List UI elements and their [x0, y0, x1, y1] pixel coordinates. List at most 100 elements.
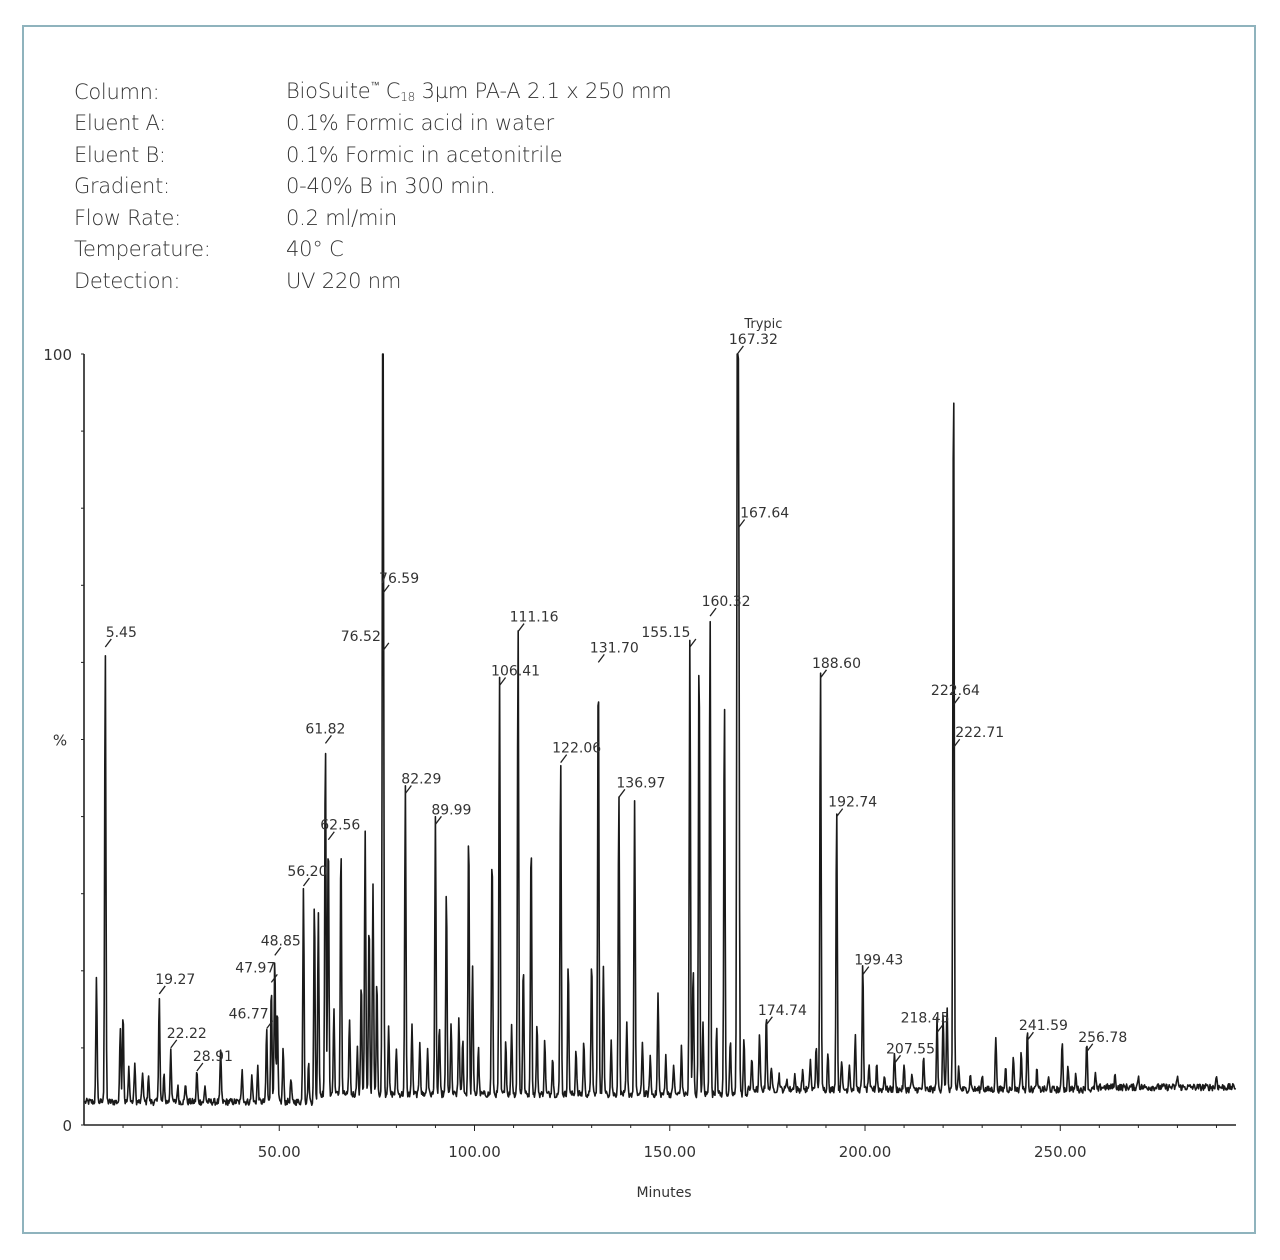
peak-label: 222.64	[931, 683, 980, 699]
peak-label: 48.85	[261, 933, 301, 949]
condition-value: BioSuite™ C18 3µm PA-A 2.1 x 250 mm	[286, 79, 672, 105]
condition-temperature: Temperature: 40° C	[74, 234, 671, 266]
x-tick-label: 100.00	[448, 1143, 501, 1161]
x-axis-label: Minutes	[636, 1185, 691, 1201]
peak-label: 241.59	[1019, 1018, 1068, 1034]
peak-label: 76.52	[341, 629, 381, 645]
column-phase-subscript: 18	[400, 90, 416, 105]
condition-label: Flow Rate:	[74, 205, 181, 230]
peak-label-leader	[382, 584, 390, 594]
peak-label-leader	[597, 654, 605, 663]
peak-label: 207.55	[886, 1041, 935, 1057]
y-tick-label: 100	[43, 346, 72, 364]
condition-value: 40° C	[286, 237, 344, 262]
condition-label: Eluent A:	[74, 111, 166, 136]
peak-label-leader	[765, 1016, 773, 1026]
x-tick-label: 150.00	[644, 1143, 697, 1161]
condition-detection: Detection: UV 220 nm	[74, 265, 671, 297]
peak-label-leader	[953, 738, 961, 748]
peak-label-leader	[302, 877, 310, 887]
peak-label: 167.32	[729, 332, 778, 348]
peak-label: 111.16	[510, 610, 559, 626]
peak-label-leader	[736, 345, 744, 355]
condition-value: 0.1% Formic in acetonitrile	[286, 142, 563, 167]
peak-label: 56.20	[287, 864, 327, 880]
peak-label-leader	[104, 638, 112, 648]
peak-label: 61.82	[305, 721, 345, 737]
peak-label: 218.45	[901, 1010, 950, 1026]
peak-label: 222.71	[955, 725, 1004, 741]
figure-frame	[22, 25, 1256, 1234]
peak-label-leader	[936, 1024, 944, 1033]
condition-label: Temperature:	[74, 237, 211, 262]
condition-value: UV 220 nm	[286, 268, 402, 293]
peak-label-leader	[819, 669, 828, 679]
peak-label: 167.64	[740, 505, 789, 521]
peak-label: 62.56	[320, 818, 360, 834]
peak-label: 155.15	[641, 625, 690, 641]
peak-label: 106.41	[491, 664, 540, 680]
condition-label: Detection:	[74, 268, 181, 293]
chromatogram-trace	[84, 353, 1237, 1107]
condition-gradient: Gradient: 0-40% B in 300 min.	[74, 171, 671, 203]
condition-value: 0-40% B in 300 min.	[286, 174, 496, 199]
trademark-mark: ™	[370, 81, 380, 92]
peak-label: 174.74	[758, 1003, 807, 1019]
column-dimensions: 3µm PA-A 2.1 x 250 mm	[415, 79, 672, 104]
peak-label-leader	[1026, 1031, 1034, 1041]
peak-label: 131.70	[590, 640, 639, 656]
peak-label-leader	[618, 788, 626, 798]
peak-label-leader	[893, 1054, 902, 1064]
peak-label: 256.78	[1078, 1030, 1127, 1046]
peak-label: 192.74	[828, 795, 877, 811]
condition-eluent-b: Eluent B: 0.1% Formic in acetonitrile	[74, 139, 671, 171]
peak-label-leader	[327, 831, 335, 841]
peak-label: 5.45	[106, 625, 137, 641]
peak-label-leader	[434, 815, 442, 825]
peak-label-leader	[170, 1039, 178, 1049]
peak-label: 76.59	[379, 571, 419, 587]
peak-label-leader	[324, 734, 332, 744]
peak-label: 46.77	[229, 1007, 269, 1023]
y-tick-label: 0	[62, 1117, 72, 1135]
peak-label-leader	[266, 1020, 274, 1030]
peak-label-leader	[689, 638, 697, 648]
peak-label-leader	[196, 1062, 204, 1072]
condition-label: Column:	[74, 79, 160, 104]
condition-value: 0.2 ml/min	[286, 205, 398, 230]
x-tick-label: 200.00	[839, 1143, 892, 1161]
peak-label-leader	[862, 966, 870, 976]
condition-value: 0.1% Formic acid in water	[286, 111, 554, 136]
column-name: BioSuite	[286, 79, 371, 104]
peak-label-leader	[1086, 1043, 1094, 1053]
peak-label: 199.43	[854, 953, 903, 969]
peak-label: 19.27	[155, 972, 195, 988]
condition-label: Eluent B:	[74, 142, 166, 167]
column-phase: C	[379, 79, 401, 104]
peak-label: 136.97	[616, 775, 665, 791]
peak-label-leader	[709, 607, 717, 617]
peak-label-leader	[952, 696, 960, 706]
condition-label: Gradient:	[74, 174, 170, 199]
peak-label-leader	[499, 677, 507, 686]
peak-label-leader	[517, 623, 525, 632]
x-tick-label: 50.00	[258, 1143, 301, 1161]
peak-label: 47.97	[235, 960, 275, 976]
peak-label-leader	[158, 985, 166, 995]
peak-annotation: Trypic	[743, 317, 782, 332]
x-tick-label: 250.00	[1034, 1143, 1087, 1161]
peak-label-leader	[560, 754, 568, 764]
condition-flow-rate: Flow Rate: 0.2 ml/min	[74, 202, 671, 234]
peak-label-leader	[270, 973, 278, 983]
peak-label: 82.29	[401, 771, 441, 787]
condition-column: Column: BioSuite™ C18 3µm PA-A 2.1 x 250…	[74, 76, 672, 108]
condition-eluent-a: Eluent A: 0.1% Formic acid in water	[74, 108, 671, 140]
peak-label: 188.60	[812, 656, 861, 672]
peak-label: 28.91	[193, 1049, 233, 1065]
peak-label-leader	[836, 808, 844, 817]
peak-label-leader	[382, 642, 390, 652]
peak-label: 89.99	[431, 802, 471, 818]
method-conditions: Column: BioSuite™ C18 3µm PA-A 2.1 x 250…	[74, 76, 672, 297]
peak-label-leader	[404, 785, 412, 794]
